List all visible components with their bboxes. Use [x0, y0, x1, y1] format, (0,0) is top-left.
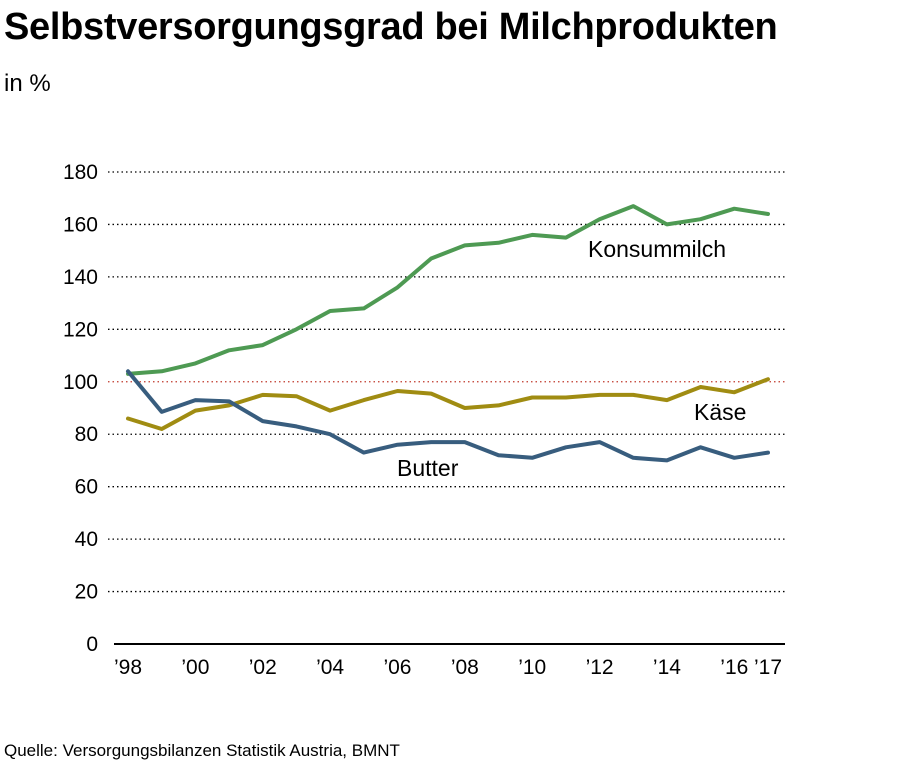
x-tick-label: ’06	[383, 656, 411, 679]
x-tick-label: ’17	[754, 656, 782, 679]
y-tick-label: 20	[75, 581, 98, 604]
source-note: Quelle: Versorgungsbilanzen Statistik Au…	[4, 741, 400, 760]
y-tick-label: 160	[63, 213, 98, 236]
x-tick-label: ’12	[586, 656, 614, 679]
y-tick-label: 120	[63, 318, 98, 341]
series-line-konsummilch	[126, 204, 770, 376]
series-lines	[126, 204, 770, 463]
x-tick-label: ’14	[653, 656, 681, 679]
x-tick-label: ’00	[181, 656, 209, 679]
x-tick-label: ’98	[114, 656, 142, 679]
x-tick-label: ’16	[720, 656, 748, 679]
y-tick-label: 180	[63, 161, 98, 184]
y-tick-label: 80	[75, 423, 98, 446]
y-tick-label: 0	[86, 633, 98, 656]
y-tick-label: 40	[75, 528, 98, 551]
chart-title: Selbstversorgungsgrad bei Milchprodukten	[4, 6, 778, 48]
series-label-butter: Butter	[397, 455, 459, 481]
gridlines	[108, 171, 785, 645]
x-tick-label: ’10	[518, 656, 546, 679]
y-tick-label: 60	[75, 476, 98, 499]
x-tick-label: ’02	[249, 656, 277, 679]
series-label-kaese: Käse	[694, 399, 746, 425]
unit-label: in %	[4, 70, 51, 97]
x-tick-label: ’04	[316, 656, 344, 679]
x-axis-ticks: ’98 ’00 ’02 ’04 ’06 ’08 ’10 ’12 ’14 ’16 ’17	[114, 656, 782, 679]
y-tick-label: 100	[63, 371, 98, 394]
y-tick-label: 140	[63, 266, 98, 289]
series-label-konsummilch: Konsummilch	[588, 236, 726, 262]
x-tick-label: ’08	[451, 656, 479, 679]
series-line-kaese	[126, 377, 770, 431]
series-line-butter	[126, 369, 770, 463]
series-labels: Konsummilch Käse Butter	[397, 236, 746, 481]
y-axis-ticks: 0 20 40 60 80 100 120 140 160 180	[63, 161, 98, 656]
